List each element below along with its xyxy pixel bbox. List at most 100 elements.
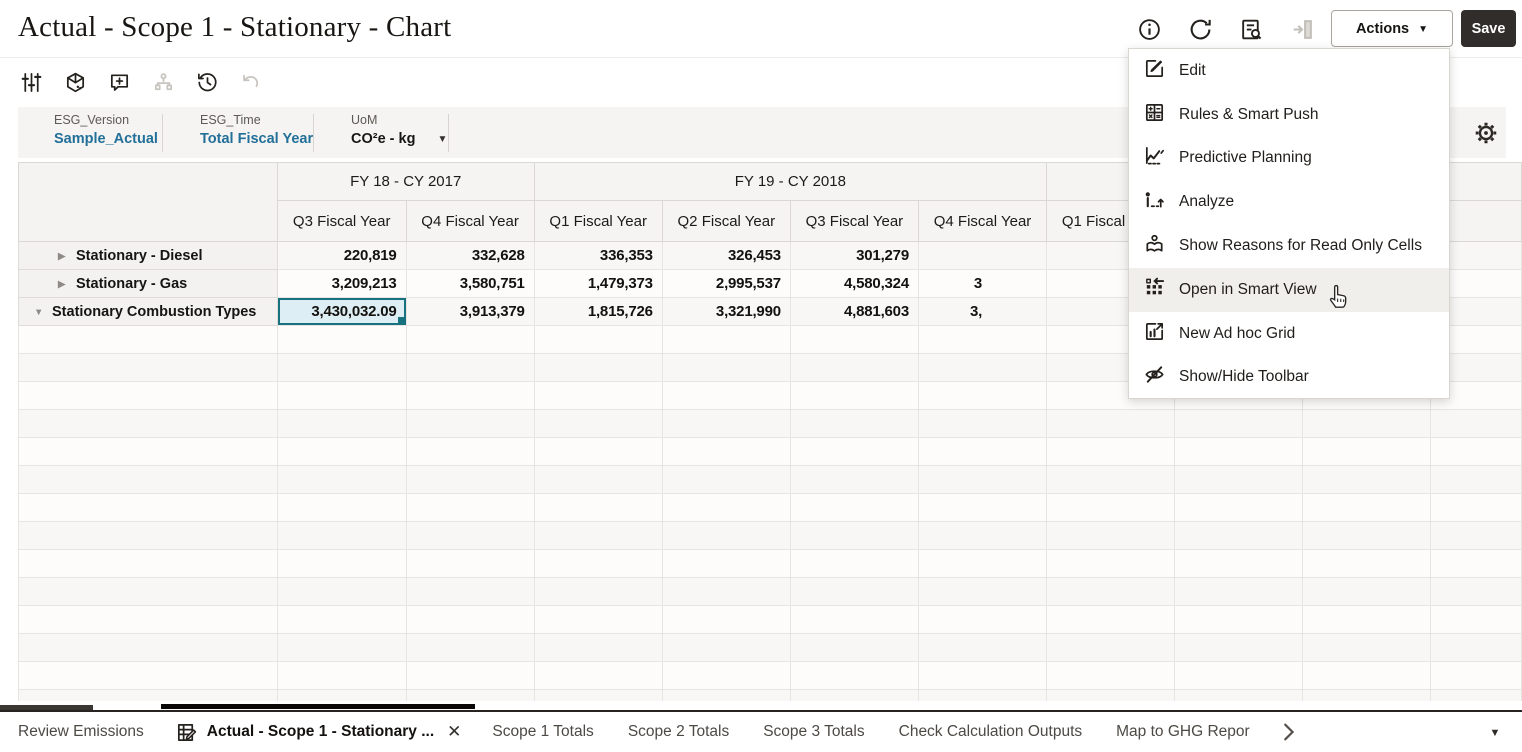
- empty-cell[interactable]: [1046, 521, 1176, 550]
- tab-check-calculation-outputs[interactable]: Check Calculation Outputs: [882, 711, 1100, 752]
- quarter-column-header[interactable]: Q4 Fiscal Year: [917, 200, 1048, 242]
- empty-cell[interactable]: [276, 325, 407, 354]
- empty-row-header[interactable]: [18, 689, 278, 701]
- empty-cell[interactable]: [917, 465, 1048, 494]
- empty-cell[interactable]: [1430, 493, 1522, 522]
- empty-cell[interactable]: [1430, 437, 1522, 466]
- horizontal-scrollbar-thumb[interactable]: [0, 705, 93, 710]
- menu-item-show-hide-toolbar[interactable]: Show/Hide Toolbar: [1129, 356, 1449, 400]
- empty-cell[interactable]: [276, 465, 407, 494]
- empty-cell[interactable]: [789, 521, 919, 550]
- empty-cell[interactable]: [661, 353, 791, 382]
- empty-cell[interactable]: [1430, 661, 1522, 690]
- data-cell[interactable]: 3,430,032.09: [276, 297, 407, 326]
- empty-cell[interactable]: [405, 381, 535, 410]
- empty-row-header[interactable]: [18, 437, 278, 466]
- empty-cell[interactable]: [1046, 493, 1176, 522]
- empty-cell[interactable]: [533, 549, 663, 578]
- data-cell[interactable]: 326,453: [661, 241, 791, 270]
- refresh-icon[interactable]: [1187, 16, 1213, 42]
- empty-cell[interactable]: [917, 325, 1048, 354]
- empty-cell[interactable]: [533, 521, 663, 550]
- empty-cell[interactable]: [276, 437, 407, 466]
- adjust-pov-icon[interactable]: [19, 70, 43, 94]
- year-group-header[interactable]: FY 18 - CY 2017: [276, 162, 535, 201]
- empty-cell[interactable]: [789, 549, 919, 578]
- empty-cell[interactable]: [1174, 689, 1304, 701]
- empty-cell[interactable]: [1174, 493, 1304, 522]
- empty-cell[interactable]: [405, 465, 535, 494]
- empty-cell[interactable]: [789, 325, 919, 354]
- menu-item-show-reasons-for-read-only-cells[interactable]: Show Reasons for Read Only Cells: [1129, 224, 1449, 268]
- empty-cell[interactable]: [405, 493, 535, 522]
- empty-cell[interactable]: [661, 493, 791, 522]
- empty-cell[interactable]: [1174, 409, 1304, 438]
- empty-cell[interactable]: [276, 409, 407, 438]
- empty-cell[interactable]: [917, 689, 1048, 701]
- empty-cell[interactable]: [917, 605, 1048, 634]
- empty-cell[interactable]: [1430, 465, 1522, 494]
- tab-map-to-ghg-repor[interactable]: Map to GHG Repor: [1099, 711, 1267, 752]
- empty-cell[interactable]: [1046, 661, 1176, 690]
- quarter-column-header[interactable]: Q1 Fiscal Year: [533, 200, 663, 242]
- empty-cell[interactable]: [405, 633, 535, 662]
- empty-cell[interactable]: [661, 381, 791, 410]
- empty-cell[interactable]: [1302, 661, 1432, 690]
- empty-cell[interactable]: [661, 605, 791, 634]
- empty-row-header[interactable]: [18, 381, 278, 410]
- empty-cell[interactable]: [1046, 549, 1176, 578]
- menu-item-rules-smart-push[interactable]: Rules & Smart Push: [1129, 93, 1449, 137]
- empty-cell[interactable]: [661, 437, 791, 466]
- empty-cell[interactable]: [661, 521, 791, 550]
- empty-cell[interactable]: [661, 409, 791, 438]
- empty-cell[interactable]: [405, 409, 535, 438]
- empty-cell[interactable]: [405, 661, 535, 690]
- empty-cell[interactable]: [1174, 577, 1304, 606]
- empty-row-header[interactable]: [18, 605, 278, 634]
- empty-cell[interactable]: [405, 689, 535, 701]
- menu-item-new-ad-hoc-grid[interactable]: New Ad hoc Grid: [1129, 312, 1449, 356]
- data-cell[interactable]: 3,580,751: [405, 269, 535, 298]
- close-tab-icon[interactable]: ✕: [447, 722, 462, 741]
- empty-cell[interactable]: [1302, 689, 1432, 701]
- empty-row-header[interactable]: [18, 465, 278, 494]
- empty-cell[interactable]: [661, 549, 791, 578]
- empty-cell[interactable]: [1046, 409, 1176, 438]
- empty-cell[interactable]: [661, 633, 791, 662]
- empty-cell[interactable]: [917, 577, 1048, 606]
- empty-cell[interactable]: [789, 437, 919, 466]
- empty-cell[interactable]: [405, 549, 535, 578]
- empty-cell[interactable]: [1302, 437, 1432, 466]
- empty-cell[interactable]: [1430, 409, 1522, 438]
- empty-cell[interactable]: [276, 353, 407, 382]
- empty-cell[interactable]: [1174, 661, 1304, 690]
- empty-cell[interactable]: [1302, 493, 1432, 522]
- empty-cell[interactable]: [276, 381, 407, 410]
- empty-cell[interactable]: [533, 325, 663, 354]
- empty-cell[interactable]: [533, 353, 663, 382]
- empty-cell[interactable]: [789, 409, 919, 438]
- empty-cell[interactable]: [1430, 521, 1522, 550]
- empty-cell[interactable]: [1430, 633, 1522, 662]
- empty-cell[interactable]: [1174, 549, 1304, 578]
- empty-cell[interactable]: [405, 521, 535, 550]
- empty-cell[interactable]: [276, 605, 407, 634]
- empty-cell[interactable]: [533, 437, 663, 466]
- empty-row-header[interactable]: [18, 353, 278, 382]
- data-cell[interactable]: 2,995,537: [661, 269, 791, 298]
- quarter-column-header[interactable]: Q4 Fiscal Year: [405, 200, 535, 242]
- tab-list-caret-icon[interactable]: ▼: [1489, 727, 1501, 739]
- history-icon[interactable]: [195, 70, 219, 94]
- empty-cell[interactable]: [661, 325, 791, 354]
- empty-row-header[interactable]: [18, 325, 278, 354]
- empty-cell[interactable]: [533, 661, 663, 690]
- empty-cell[interactable]: [789, 381, 919, 410]
- menu-item-analyze[interactable]: Analyze: [1129, 180, 1449, 224]
- empty-cell[interactable]: [1046, 465, 1176, 494]
- empty-cell[interactable]: [1302, 409, 1432, 438]
- empty-cell[interactable]: [1302, 633, 1432, 662]
- menu-item-predictive-planning[interactable]: Predictive Planning: [1129, 137, 1449, 181]
- empty-cell[interactable]: [917, 521, 1048, 550]
- empty-cell[interactable]: [1302, 521, 1432, 550]
- empty-cell[interactable]: [1046, 689, 1176, 701]
